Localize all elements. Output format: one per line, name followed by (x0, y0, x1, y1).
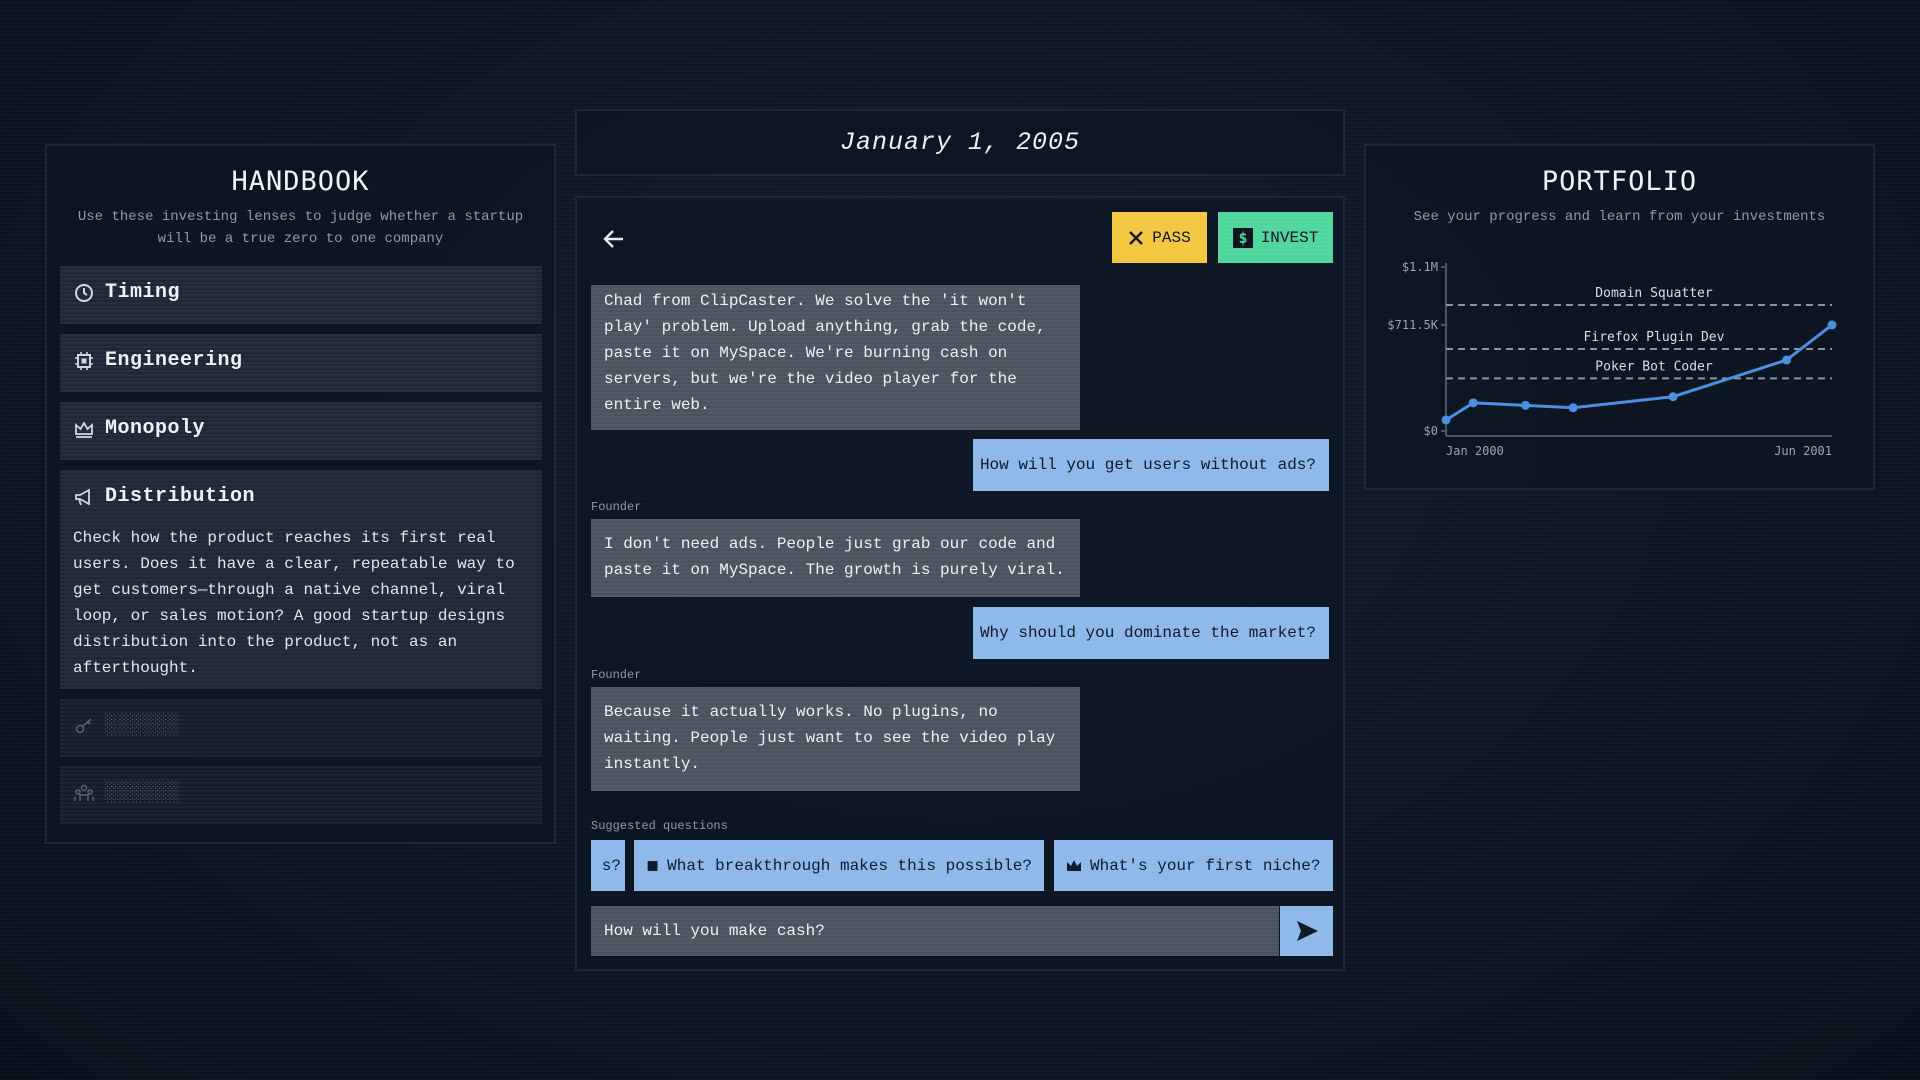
suggestion-chip[interactable]: s? (591, 840, 625, 891)
reference-label: Firefox Plugin Dev (1584, 330, 1725, 345)
key-icon (75, 718, 92, 734)
handbook-panel: HANDBOOK Use these investing lenses to j… (45, 144, 556, 844)
handbook-subtitle: Use these investing lenses to judge whet… (77, 209, 524, 247)
x-tick-label: Jan 2000 (1446, 444, 1504, 458)
chat-panel: PASS $ INVEST Chad from ClipCaster. We s… (575, 196, 1345, 971)
question-input[interactable]: How will you make cash? (591, 906, 1279, 956)
value-point (1827, 320, 1837, 330)
chip-text: What breakthrough makes this possible? (667, 856, 1032, 875)
founder-message: Chad from ClipCaster. We solve the 'it w… (591, 285, 1080, 430)
y-tick-label: $1.1M (1402, 260, 1438, 274)
lens-label: Distribution (105, 485, 256, 508)
handbook-title: HANDBOOK (231, 166, 370, 197)
investor-message: How will you get users without ads? (973, 439, 1329, 491)
date-panel: January 1, 2005 (575, 109, 1345, 176)
suggested-label: Suggested questions (591, 819, 728, 833)
value-point (1468, 398, 1478, 408)
svg-text:$: $ (1238, 229, 1247, 247)
chip-icon (647, 860, 658, 871)
current-date: January 1, 2005 (839, 128, 1081, 157)
chip-text: What's your first niche? (1090, 856, 1321, 875)
back-button[interactable] (603, 228, 625, 250)
chip-icon (75, 352, 93, 370)
y-tick-label: $0 (1424, 424, 1438, 438)
people-icon (74, 784, 94, 801)
value-point (1782, 355, 1792, 365)
lens-item-locked: ░░░░░░ (60, 699, 542, 757)
send-icon (1296, 921, 1318, 941)
suggestion-chip[interactable]: What breakthrough makes this possible? (634, 840, 1044, 891)
reference-label: Domain Squatter (1595, 286, 1713, 301)
value-point (1520, 400, 1530, 410)
y-tick-label: $711.5K (1387, 318, 1438, 332)
lens-item[interactable]: Monopoly (60, 402, 542, 460)
portfolio-subtitle: See your progress and learn from your in… (1413, 209, 1826, 225)
reference-label: Poker Bot Coder (1595, 359, 1713, 374)
lens-item[interactable]: Timing (60, 266, 542, 324)
invest-button[interactable]: $ INVEST (1218, 212, 1333, 263)
value-point (1441, 415, 1451, 425)
lens-item-locked: ░░░░░░ (60, 766, 542, 824)
lens-label: Engineering (105, 349, 243, 372)
founder-message: I don't need ads. People just grab our c… (591, 519, 1080, 597)
megaphone-icon (75, 488, 90, 506)
investor-message: Why should you dominate the market? (973, 607, 1329, 659)
x-icon (1129, 230, 1144, 245)
sender-label: Founder (591, 668, 642, 682)
portfolio-panel: PORTFOLIO See your progress and learn fr… (1364, 144, 1875, 490)
clock-icon (75, 284, 93, 302)
value-point (1568, 403, 1578, 413)
lens-item-expanded[interactable]: Distribution Check how the product reach… (60, 470, 542, 689)
invest-label: INVEST (1260, 228, 1319, 247)
crown-icon (75, 421, 93, 438)
x-tick-label: Jun 2001 (1774, 444, 1832, 458)
crown-icon (1067, 859, 1081, 871)
pass-button[interactable]: PASS (1112, 212, 1207, 263)
send-button[interactable] (1280, 906, 1333, 956)
founder-message: Because it actually works. No plugins, n… (591, 687, 1080, 791)
lens-label: Monopoly (105, 417, 206, 440)
value-point (1668, 392, 1678, 402)
sender-label: Founder (591, 500, 642, 514)
lens-label: ░░░░░░ (105, 781, 181, 804)
lens-label: Timing (105, 281, 181, 304)
suggestion-chip[interactable]: What's your first niche? (1054, 840, 1333, 891)
lens-label: ░░░░░░ (105, 714, 181, 737)
lens-description: Check how the product reaches its first … (73, 529, 515, 677)
chip-text: s? (601, 856, 621, 875)
input-text: How will you make cash? (604, 922, 825, 940)
dollar-icon: $ (1232, 227, 1253, 248)
lens-item[interactable]: Engineering (60, 334, 542, 392)
portfolio-title: PORTFOLIO (1541, 166, 1698, 197)
portfolio-chart: $0 $711.5K $1.1M Jan 2000 Jun 2001 Domain Squ… (1387, 260, 1837, 458)
pass-label: PASS (1152, 228, 1191, 247)
